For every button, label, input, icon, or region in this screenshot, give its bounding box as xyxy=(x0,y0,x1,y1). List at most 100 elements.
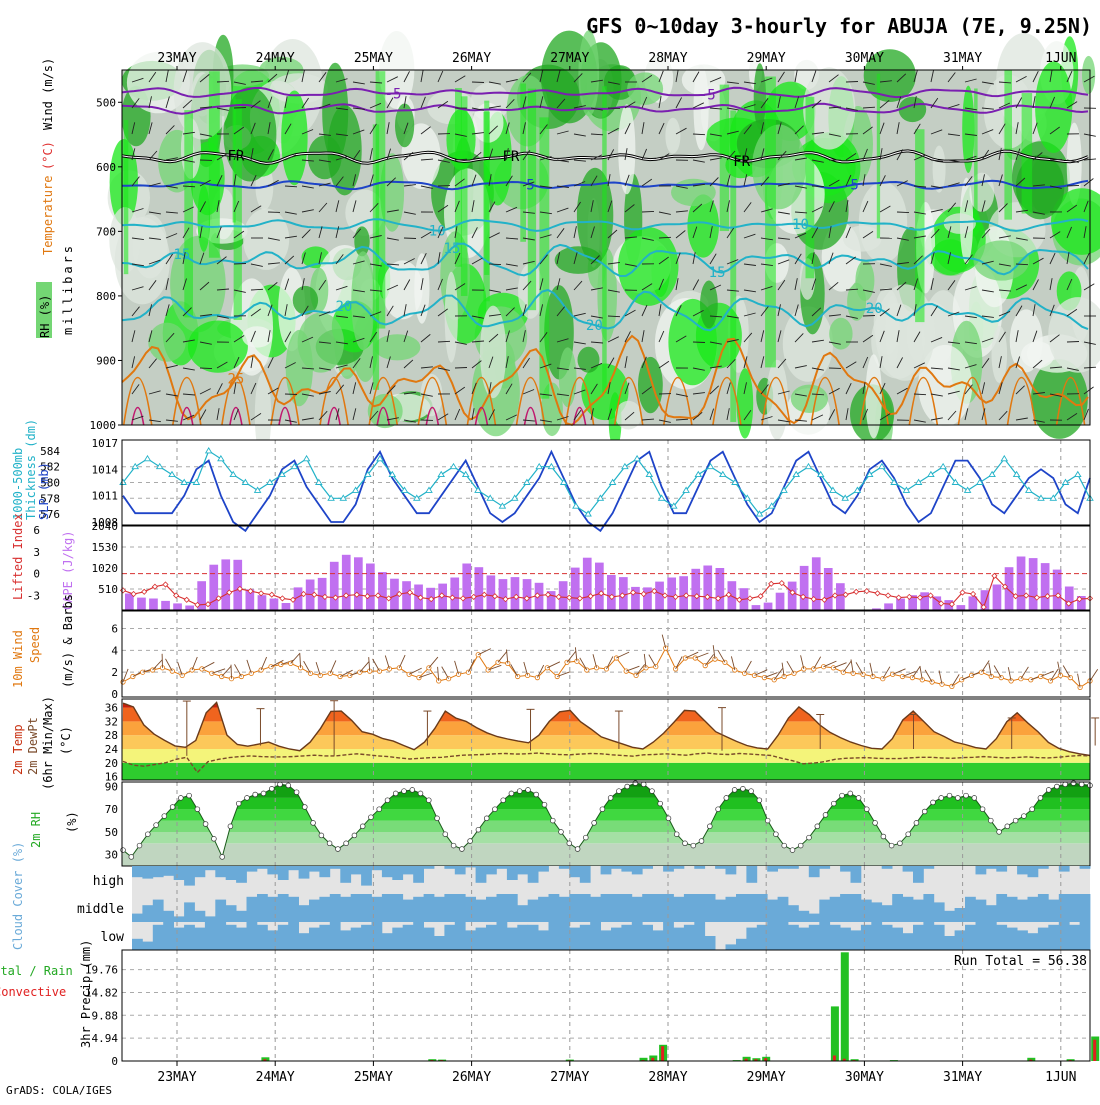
thickness-label-1: 1000-500mb xyxy=(11,448,25,520)
rh-marker xyxy=(319,833,324,838)
rh-marker xyxy=(145,832,150,837)
rh-band xyxy=(122,843,1090,866)
wind-marker xyxy=(466,670,470,674)
cape-bar xyxy=(185,606,194,611)
rh-shade xyxy=(188,321,248,373)
rh-marker xyxy=(501,798,506,803)
cloud-cell xyxy=(424,894,435,922)
cloud-cell xyxy=(382,894,393,922)
rh-marker xyxy=(1055,784,1060,789)
thickness-tick: 584 xyxy=(40,445,60,458)
rh-marker xyxy=(195,807,200,812)
credit: GrADS: COLA/IGES xyxy=(6,1084,112,1097)
cloud-cell xyxy=(788,866,799,869)
cloud-cell xyxy=(444,894,455,922)
cloud-cell xyxy=(424,866,435,869)
cloud-cell xyxy=(726,866,737,874)
rh-marker xyxy=(526,788,531,793)
precip-total-label: Total / Rain xyxy=(0,964,73,978)
cape-bar xyxy=(487,575,496,610)
rh-label: RH (%) xyxy=(38,295,52,338)
cloud-cell xyxy=(476,866,487,883)
cape-bar xyxy=(788,582,797,610)
cloud-cell xyxy=(861,925,872,950)
rh-marker xyxy=(790,848,795,853)
cloud-cell xyxy=(684,894,695,922)
cape-bar xyxy=(969,596,978,610)
pressure-tick-label: 700 xyxy=(96,225,116,238)
cape-bar xyxy=(1041,563,1050,610)
cape-bar xyxy=(354,557,363,610)
date-label-bottom: 28MAY xyxy=(648,1070,687,1085)
rh-shade xyxy=(148,323,186,362)
rh-marker xyxy=(608,796,613,801)
wind-marker xyxy=(259,668,263,672)
cloud-cell xyxy=(642,894,653,922)
cloud-cell xyxy=(497,866,508,869)
rh-shade xyxy=(1010,309,1043,372)
rh-tick: 50 xyxy=(105,826,118,839)
cloud-cell xyxy=(923,894,934,922)
cloud-cell xyxy=(1038,928,1049,950)
cloud-cell xyxy=(340,897,351,922)
cloud-cell xyxy=(247,897,258,922)
wind-barb-10m xyxy=(231,665,232,679)
cloud-cell xyxy=(330,922,341,950)
rh-shade xyxy=(829,318,852,350)
pressure-tick-label: 600 xyxy=(96,161,116,174)
cloud-cell xyxy=(715,900,726,922)
cloud-cell xyxy=(538,930,549,950)
precip-tick: 0 xyxy=(111,1055,118,1068)
temp-tick: 28 xyxy=(105,729,118,742)
temp-contour-label: 10 xyxy=(429,224,446,240)
cloud-cell xyxy=(871,902,882,922)
rh-marker xyxy=(327,841,332,846)
cloud-cell xyxy=(361,925,372,950)
cloud-cell xyxy=(934,925,945,950)
cloud-cell xyxy=(996,925,1007,950)
wind-barb xyxy=(1050,159,1062,160)
cloud-cell xyxy=(528,925,539,950)
cape-bar xyxy=(221,559,230,610)
cloud-cell xyxy=(1038,894,1049,922)
rh-marker xyxy=(741,786,746,791)
cape-bar xyxy=(173,603,182,610)
rh-shade xyxy=(223,87,276,182)
rh-marker xyxy=(988,818,993,823)
cloud-cell xyxy=(392,866,403,880)
millibars-label-group: millibars xyxy=(61,243,75,335)
rh-shade xyxy=(1082,56,1095,94)
precip-conv-bar xyxy=(661,1046,664,1061)
rh-marker xyxy=(906,832,911,837)
cape-bar xyxy=(595,563,604,610)
cloud-cell xyxy=(455,922,466,950)
cloud-cell xyxy=(736,894,747,922)
temp-contour-label: 20 xyxy=(586,318,603,334)
cloud-cell xyxy=(195,866,206,877)
cloud-cell xyxy=(882,925,893,950)
cloud-cell xyxy=(809,866,820,877)
cloud-cell xyxy=(215,866,226,877)
cape-bar xyxy=(149,599,158,611)
rh-marker xyxy=(228,824,233,829)
cloud-cell xyxy=(1080,866,1091,869)
rh-marker xyxy=(476,827,481,832)
cloud-cell xyxy=(955,930,966,950)
cloud-cell xyxy=(372,922,383,950)
temp-tick: 36 xyxy=(105,702,118,715)
cloud-cell xyxy=(746,866,757,883)
cape-bar xyxy=(1053,570,1062,610)
date-label-bottom: 1JUN xyxy=(1045,1070,1076,1085)
cape-bar xyxy=(1029,558,1038,610)
cloud-cell xyxy=(809,925,820,950)
rh-marker xyxy=(393,791,398,796)
wind-marker xyxy=(407,672,411,676)
cloud-cell xyxy=(705,894,716,922)
cloud-cell xyxy=(132,866,143,877)
rh-marker xyxy=(1071,781,1076,786)
rh-streak xyxy=(184,110,193,317)
cloud-cell xyxy=(632,922,643,950)
cloud-cell xyxy=(934,902,945,922)
cloud-cell xyxy=(163,911,174,922)
cloud-cell xyxy=(507,928,518,950)
